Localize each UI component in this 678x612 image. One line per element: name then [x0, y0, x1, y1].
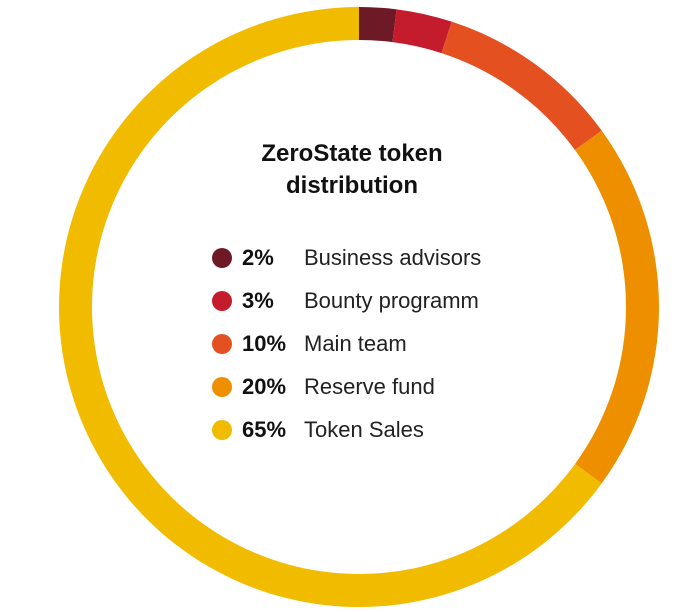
- legend-label: Main team: [304, 330, 407, 356]
- legend-item-token-sales: 65% Token Sales: [200, 408, 530, 451]
- legend-item-business-advisors: 2% Business advisors: [200, 236, 530, 279]
- chart-center: ZeroState token distribution 2% Business …: [200, 138, 530, 467]
- donut-slices: [58, 7, 659, 607]
- legend-value: 2%: [242, 244, 274, 270]
- legend-swatch: [212, 247, 232, 268]
- donut-slice-main-team: [441, 21, 602, 151]
- legend-item-reserve-fund: 20% Reserve fund: [200, 365, 530, 408]
- legend-swatch: [212, 419, 232, 440]
- legend-label: Reserve fund: [304, 373, 435, 399]
- legend-swatch: [212, 376, 232, 397]
- donut-slice-bounty-programm: [392, 9, 452, 54]
- chart-title: ZeroState token distribution: [261, 140, 443, 199]
- chart-legend: 2% Business advisors 3% Bounty programm 10% M…: [200, 236, 530, 451]
- legend-label: Business advisors: [304, 244, 482, 270]
- legend-label: Bounty programm: [304, 287, 479, 313]
- legend-swatch: [212, 333, 232, 354]
- legend-value: 65%: [242, 416, 287, 442]
- legend-swatch: [212, 290, 232, 311]
- donut-slice-reserve-fund: [575, 130, 659, 484]
- donut-slice-business-advisors: [359, 7, 397, 43]
- legend-value: 3%: [242, 287, 274, 313]
- legend-label: Token Sales: [304, 416, 424, 442]
- legend-value: 10%: [242, 330, 287, 356]
- legend-value: 20%: [242, 373, 287, 399]
- legend-item-bounty-programm: 3% Bounty programm: [200, 279, 530, 322]
- legend-item-main-team: 10% Main team: [200, 322, 530, 365]
